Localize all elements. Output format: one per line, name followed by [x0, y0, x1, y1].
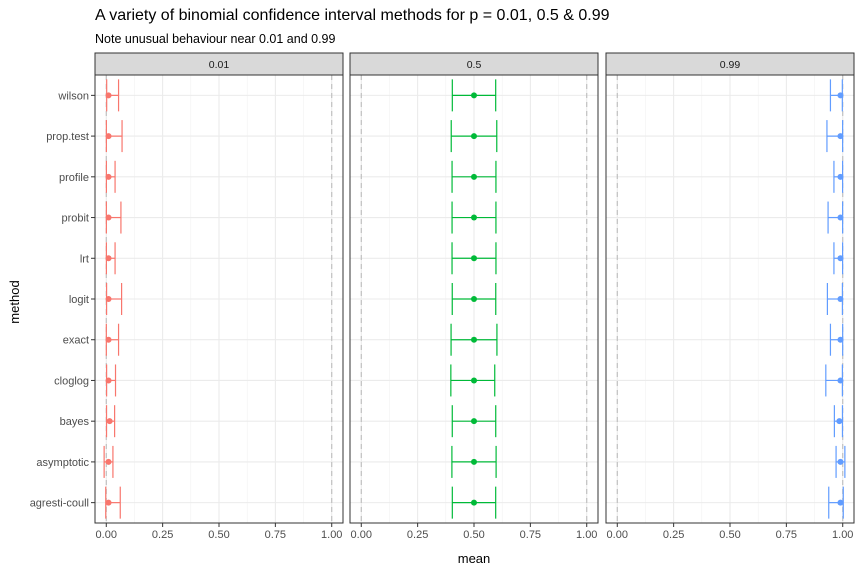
mean-point — [471, 418, 477, 425]
mean-point — [471, 458, 477, 465]
mean-point — [471, 255, 477, 262]
x-tick-label: 1.00 — [576, 529, 597, 541]
x-tick-label: 0.25 — [152, 529, 173, 541]
x-tick-label: 0.00 — [351, 529, 372, 541]
method-axis-labels: wilson prop.test profile probit lrt logit exac… — [30, 90, 95, 510]
mean-point — [471, 499, 477, 506]
mean-point — [471, 133, 477, 140]
y-axis-title: method — [7, 280, 22, 323]
x-tick-label: 0.25 — [407, 529, 428, 541]
y-tick-label: exact — [63, 335, 89, 347]
y-tick-label: profile — [59, 172, 89, 184]
mean-point — [837, 133, 844, 140]
x-tick-label: 0.00 — [96, 529, 117, 541]
y-tick-label: cloglog — [54, 375, 89, 387]
y-tick-label: logit — [69, 294, 89, 306]
mean-point — [105, 377, 112, 384]
y-tick-label: probit — [61, 213, 89, 225]
mean-point — [471, 173, 477, 180]
x-tick-label: 0.25 — [663, 529, 684, 541]
x-tick-label: 0.75 — [520, 529, 541, 541]
mean-point — [836, 418, 843, 425]
mean-point — [105, 214, 112, 221]
mean-point — [837, 458, 844, 465]
strip-label: 0.99 — [720, 59, 741, 71]
mean-point — [471, 214, 477, 221]
x-tick-label: 0.50 — [463, 529, 484, 541]
mean-point — [105, 499, 112, 506]
mean-point — [471, 336, 477, 343]
mean-point — [837, 499, 844, 506]
facet-panels: 0.010.00 0.25 0.50 0.75 1.000.50.00 0.25 0.50 0… — [94, 52, 855, 541]
mean-point — [837, 214, 844, 221]
chart-subtitle: Note unusual behaviour near 0.01 and 0.9… — [95, 32, 336, 46]
mean-point — [105, 255, 112, 262]
x-tick-label: 1.00 — [832, 529, 853, 541]
mean-point — [837, 296, 844, 302]
mean-point — [837, 255, 844, 262]
y-tick-label: bayes — [60, 416, 90, 428]
y-tick-label: asymptotic — [36, 457, 89, 469]
x-axis-title: mean — [458, 551, 491, 566]
mean-point — [105, 92, 112, 99]
mean-point — [105, 296, 112, 302]
strip-label: 0.5 — [467, 59, 482, 71]
mean-point — [105, 458, 112, 465]
x-tick-label: 0.00 — [607, 529, 628, 541]
mean-point — [105, 336, 112, 343]
mean-point — [106, 418, 113, 425]
y-tick-label: agresti-coull — [30, 498, 89, 510]
strip-label: 0.01 — [209, 59, 230, 71]
x-tick-label: 1.00 — [321, 529, 342, 541]
mean-point — [837, 377, 844, 384]
y-tick-label: wilson — [57, 90, 89, 102]
y-tick-label: lrt — [80, 253, 89, 265]
facet-panel: 0.01 0.00 0.25 0.50 0.75 1.00 — [94, 52, 344, 541]
x-tick-label: 0.50 — [719, 529, 740, 541]
y-tick-label: prop.test — [46, 131, 89, 143]
facet-panel: 0.99 0.00 0.25 0.50 0.75 1.00 — [605, 52, 855, 541]
mean-point — [105, 173, 112, 180]
mean-point — [837, 173, 844, 180]
x-tick-label: 0.75 — [265, 529, 286, 541]
x-tick-label: 0.50 — [208, 529, 229, 541]
mean-point — [837, 336, 844, 343]
mean-point — [471, 377, 477, 384]
chart-title: A variety of binomial confidence interva… — [95, 7, 610, 24]
mean-point — [471, 92, 477, 99]
mean-point — [837, 92, 844, 99]
facet-panel: 0.5 0.00 0.25 0.50 0.75 1.00 — [349, 52, 599, 541]
mean-point — [471, 296, 477, 302]
mean-point — [105, 133, 112, 140]
x-tick-label: 0.75 — [776, 529, 797, 541]
